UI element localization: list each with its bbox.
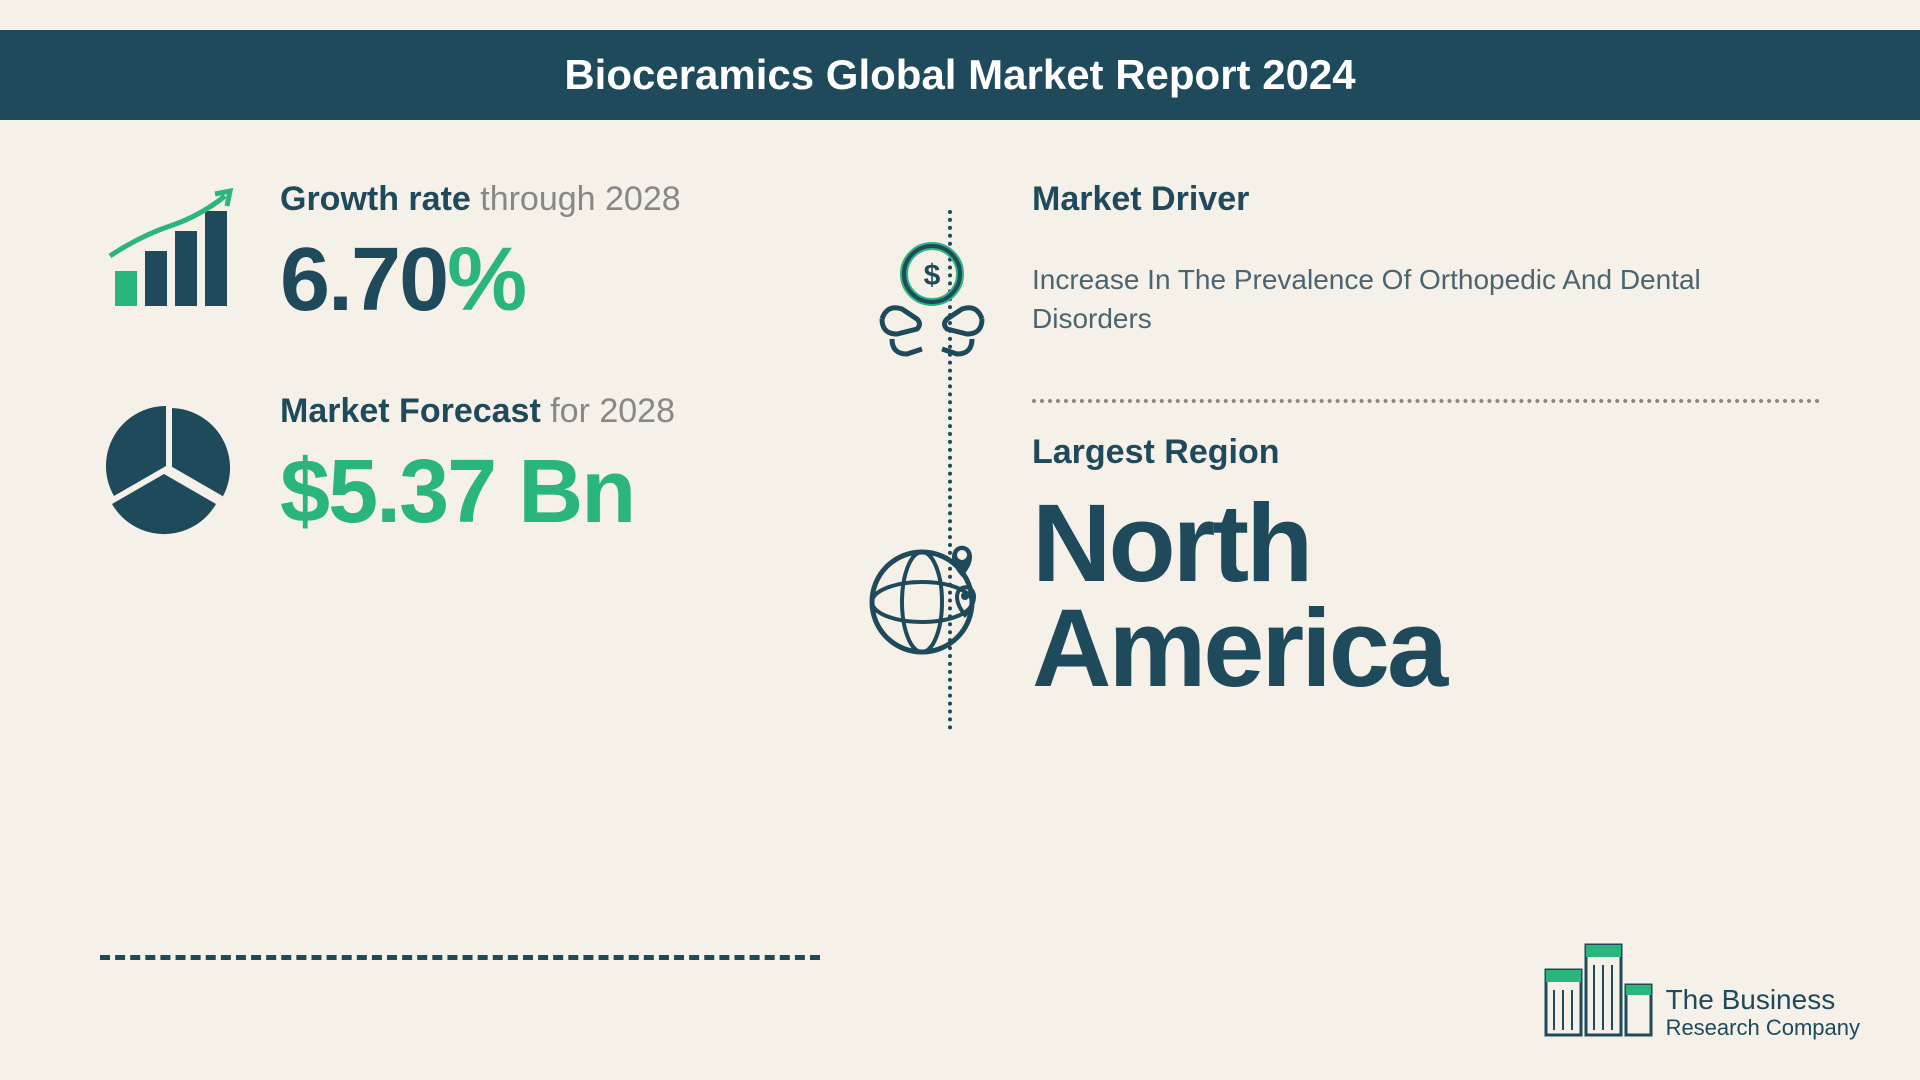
growth-rate-block: Growth rate through 2028 6.70% (100, 180, 888, 332)
company-logo: The Business Research Company (1536, 920, 1860, 1040)
right-column: Market Driver $ Increas (952, 180, 1820, 980)
largest-region-block: Largest Region North America (1032, 433, 1820, 701)
logo-buildings-icon (1536, 920, 1656, 1040)
hands-money-icon (872, 169, 992, 289)
page-title: Bioceramics Global Market Report 2024 (564, 51, 1355, 99)
bottom-dashed-line (100, 955, 820, 960)
market-driver-block: Market Driver $ Increas (1032, 180, 1820, 369)
driver-heading: Market Driver (1032, 180, 1820, 219)
driver-text: Increase In The Prevalence Of Orthopedic… (1032, 260, 1820, 338)
logo-line1: The Business (1666, 985, 1860, 1016)
growth-chart-icon (100, 186, 240, 326)
forecast-value: $5.37 Bn (280, 441, 888, 544)
horizontal-dots-divider (1032, 399, 1820, 403)
pie-chart-icon (100, 398, 240, 538)
growth-value: 6.70% (280, 229, 888, 332)
region-value-line2: America (1032, 597, 1445, 702)
content-area: Growth rate through 2028 6.70% M (100, 180, 1820, 980)
forecast-block: Market Forecast for 2028 $5.37 Bn (100, 392, 888, 544)
region-heading: Largest Region (1032, 433, 1820, 472)
title-banner: Bioceramics Global Market Report 2024 (0, 30, 1920, 120)
forecast-label: Market Forecast for 2028 (280, 392, 888, 431)
logo-line2: Research Company (1666, 1016, 1860, 1040)
globe-pins-icon (862, 522, 1002, 662)
left-column: Growth rate through 2028 6.70% M (100, 180, 948, 980)
region-value-line1: North (1032, 492, 1445, 597)
growth-label: Growth rate through 2028 (280, 180, 888, 219)
